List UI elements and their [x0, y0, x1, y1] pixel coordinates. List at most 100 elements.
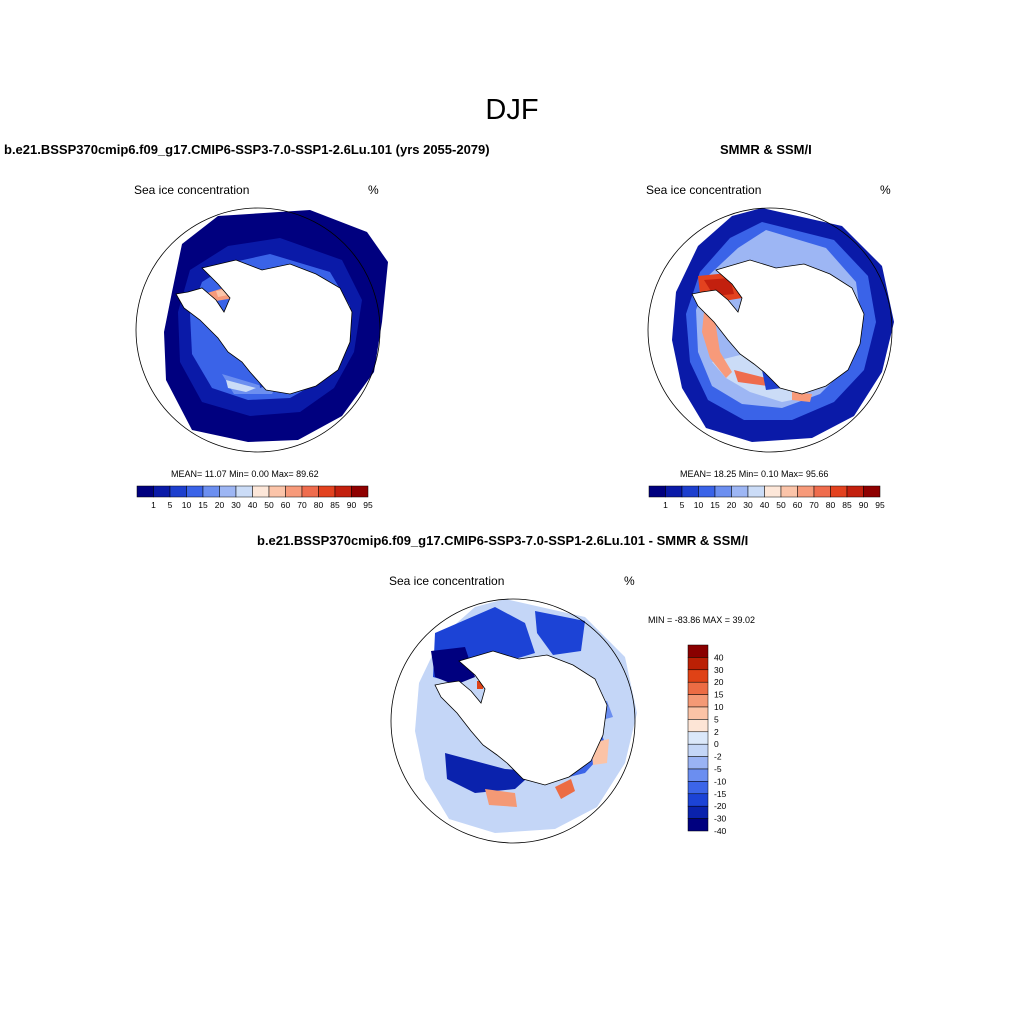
colorbar-tick-label: -30: [714, 814, 727, 824]
diff-variable-label: Sea ice concentration: [389, 574, 505, 588]
colorbar-swatch: [813, 485, 831, 498]
colorbar-tick-label: -10: [714, 776, 727, 786]
colorbar-tick-label: 10: [182, 500, 192, 510]
colorbar-swatch: [219, 485, 237, 498]
colorbar-tick-label: 85: [330, 500, 340, 510]
model-panel-title: b.e21.BSSP370cmip6.f09_g17.CMIP6-SSP3-7.…: [4, 142, 490, 157]
colorbar-swatch: [252, 485, 270, 498]
colorbar-swatch: [687, 781, 709, 795]
colorbar-tick-label: 0: [714, 739, 719, 749]
colorbar-swatch: [665, 485, 683, 498]
colorbar-swatch: [687, 731, 709, 745]
colorbar-swatch: [731, 485, 749, 498]
colorbar-tick-label: 15: [710, 500, 720, 510]
diff-stats: MIN = -83.86 MAX = 39.02: [648, 615, 756, 625]
colorbar-tick-label: 40: [760, 500, 770, 510]
colorbar-swatch: [687, 768, 709, 782]
colorbar-swatch: [334, 485, 352, 498]
model-map: [135, 207, 388, 453]
colorbar-swatch: [687, 706, 709, 720]
colorbar-tick-label: -2: [714, 752, 722, 762]
colorbar-swatch: [285, 485, 303, 498]
colorbar-tick-label: 20: [714, 677, 724, 687]
colorbar-tick-label: 30: [231, 500, 241, 510]
colorbar-swatch: [318, 485, 336, 498]
model-units-label: %: [368, 183, 379, 197]
colorbar-swatch: [714, 485, 732, 498]
colorbar-swatch: [687, 694, 709, 708]
colorbar-swatch: [747, 485, 765, 498]
obs-map-boundary: [647, 207, 893, 453]
colorbar-swatch: [186, 485, 204, 498]
colorbar-tick-label: 10: [714, 702, 724, 712]
colorbar-tick-label: 40: [714, 652, 724, 662]
colorbar-tick-label: 1: [663, 500, 668, 510]
colorbar-swatch: [169, 485, 187, 498]
colorbar-tick-label: 60: [793, 500, 803, 510]
model-variable-label: Sea ice concentration: [134, 183, 250, 197]
colorbar-tick-label: 95: [363, 500, 373, 510]
colorbar-swatch: [648, 485, 666, 498]
colorbar-swatch: [687, 669, 709, 683]
colorbar-swatch: [687, 681, 709, 695]
colorbar-swatch: [687, 756, 709, 770]
colorbar-tick-label: -5: [714, 764, 722, 774]
colorbar-tick-label: 50: [776, 500, 786, 510]
colorbar-swatch: [687, 644, 709, 658]
colorbar-tick-label: 20: [215, 500, 225, 510]
colorbar-swatch: [863, 485, 881, 498]
colorbar-tick-label: -40: [714, 826, 727, 836]
colorbar-swatch: [153, 485, 171, 498]
obs-variable-label: Sea ice concentration: [646, 183, 762, 197]
obs-antarctica-land: [691, 259, 865, 395]
colorbar-swatch: [136, 485, 154, 498]
colorbar-swatch: [797, 485, 815, 498]
colorbar-tick-label: 2: [714, 727, 719, 737]
diff-antarctica-land: [434, 650, 608, 786]
colorbar-tick-label: 70: [809, 500, 819, 510]
colorbar-swatch: [687, 719, 709, 733]
model-colorbar: 1510152030405060708085909597: [136, 485, 373, 510]
obs-units-label: %: [880, 183, 891, 197]
colorbar-tick-label: 50: [264, 500, 274, 510]
colorbar-tick-label: 90: [859, 500, 869, 510]
colorbar-tick-label: 80: [314, 500, 324, 510]
colorbar-swatch: [846, 485, 864, 498]
colorbar-swatch: [687, 793, 709, 807]
model-antarctica-land: [175, 259, 353, 395]
colorbar-swatch: [687, 818, 709, 832]
obs-stats: MEAN= 18.25 Min= 0.10 Max= 95.66: [680, 469, 829, 479]
colorbar-swatch: [764, 485, 782, 498]
colorbar-tick-label: 1: [151, 500, 156, 510]
colorbar-swatch: [202, 485, 220, 498]
colorbar-swatch: [687, 657, 709, 671]
figure-title: DJF: [485, 94, 539, 126]
diff-map-boundary: [390, 598, 636, 844]
colorbar-swatch: [687, 743, 709, 757]
colorbar-tick-label: 30: [743, 500, 753, 510]
diff-units-label: %: [624, 574, 635, 588]
colorbar-tick-label: 85: [842, 500, 852, 510]
diff-panel-title: b.e21.BSSP370cmip6.f09_g17.CMIP6-SSP3-7.…: [257, 533, 749, 548]
colorbar-swatch: [268, 485, 286, 498]
colorbar-tick-label: -15: [714, 789, 727, 799]
colorbar-swatch: [301, 485, 319, 498]
colorbar-swatch: [780, 485, 798, 498]
colorbar-tick-label: 70: [297, 500, 307, 510]
colorbar-swatch: [681, 485, 699, 498]
colorbar-tick-label: 15: [714, 690, 724, 700]
colorbar-tick-label: 40: [248, 500, 258, 510]
colorbar-swatch: [351, 485, 369, 498]
colorbar-tick-label: 20: [727, 500, 737, 510]
colorbar-tick-label: 60: [281, 500, 291, 510]
colorbar-swatch: [698, 485, 716, 498]
obs-map: [647, 207, 894, 453]
colorbar-tick-label: -20: [714, 801, 727, 811]
colorbar-tick-label: 10: [694, 500, 704, 510]
obs-panel-title: SMMR & SSM/I: [720, 142, 812, 157]
colorbar-tick-label: 5: [714, 714, 719, 724]
colorbar-tick-label: 30: [714, 665, 724, 675]
diff-map: [390, 598, 637, 844]
colorbar-tick-label: 80: [826, 500, 836, 510]
colorbar-tick-label: 5: [168, 500, 173, 510]
